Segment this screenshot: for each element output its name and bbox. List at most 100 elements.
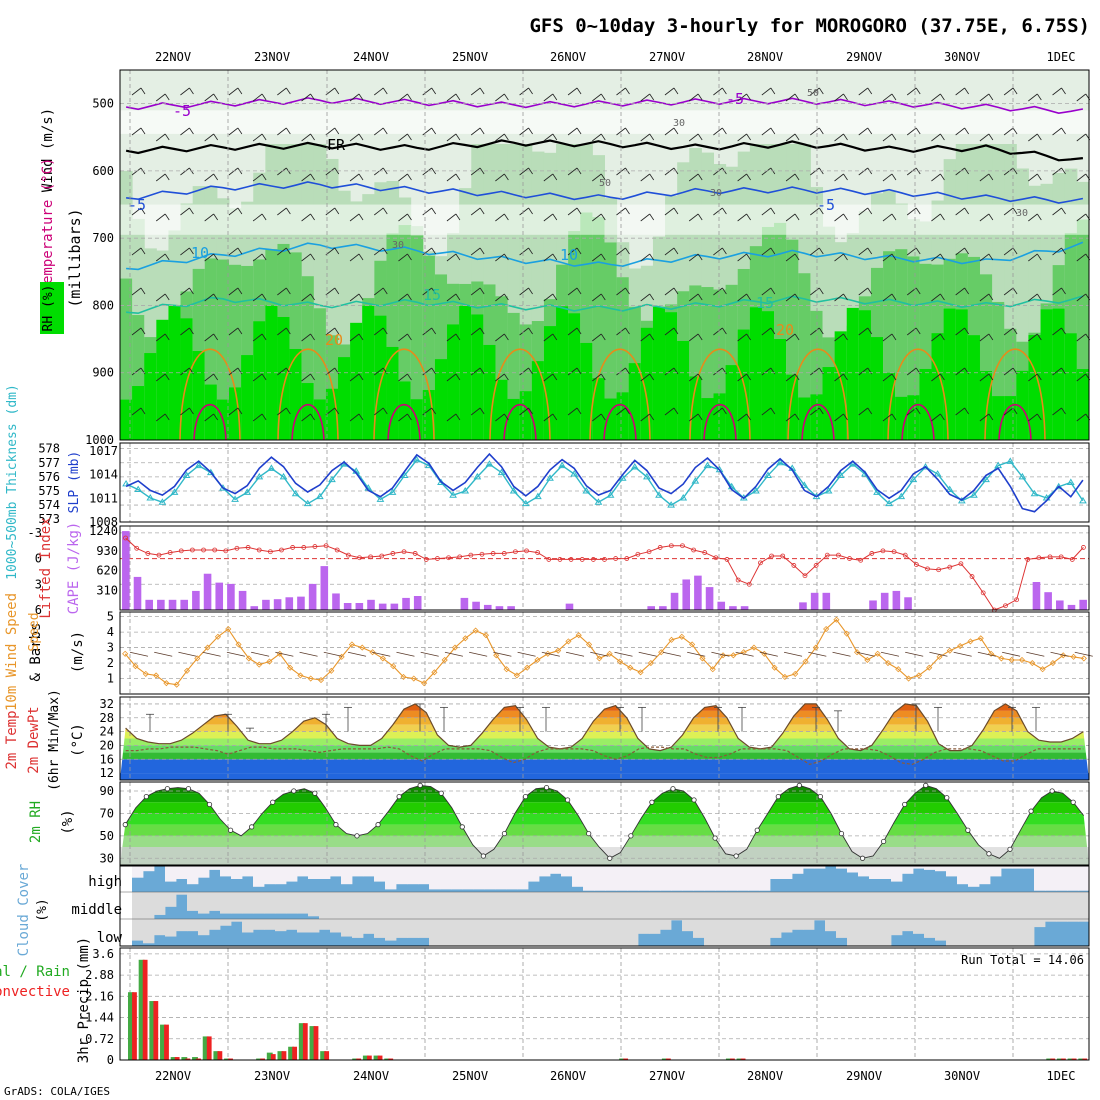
cape-bar — [1067, 604, 1076, 610]
y-tick-label: 1000 — [85, 433, 114, 447]
wind-barb-flag — [915, 87, 921, 95]
cloud-bar-low — [968, 919, 980, 946]
wind-barb — [495, 413, 505, 422]
contour-label: 30 — [1016, 208, 1028, 219]
wind-barb-flag — [382, 287, 388, 295]
surface-wind-barb — [783, 651, 803, 657]
contour-label: 20 — [325, 331, 343, 349]
wind-barb-flag — [1036, 333, 1042, 341]
cloud-bar-middle — [660, 892, 672, 919]
cloud-bar-high — [231, 866, 243, 879]
temp-line — [125, 703, 1084, 752]
cloud-bar-middle — [154, 892, 166, 915]
wind-barb-flag — [213, 253, 219, 261]
cape-bar — [659, 606, 667, 610]
wind-speed-marker — [204, 644, 211, 651]
wind-barb — [1076, 333, 1087, 342]
rh-band-dark — [519, 391, 533, 440]
wind-speed-marker — [730, 652, 737, 659]
thickness-marker — [231, 495, 239, 502]
wind-barb — [543, 373, 554, 382]
rh-band-dark — [265, 305, 278, 440]
cloud-bar-high — [286, 866, 298, 882]
lifted-index-marker — [1069, 557, 1075, 562]
surface-wind-barb — [662, 651, 682, 657]
rh-band-dark — [229, 387, 242, 440]
wind-barb — [349, 213, 360, 222]
cloud-bar-low — [792, 919, 804, 930]
lifted-index-marker — [401, 549, 407, 555]
surface-wind-barb — [541, 651, 560, 657]
precip-total-bar — [725, 1058, 732, 1060]
cloud-bar-middle — [187, 892, 199, 911]
rh-band-dark — [422, 390, 436, 440]
bottom-date-label: 23NOV — [254, 1069, 290, 1083]
wind-barb-flag — [722, 247, 727, 255]
wind-barb-axis-label: & Barbs — [28, 622, 44, 681]
cloud-bar-low — [682, 919, 694, 932]
rh-marker — [291, 788, 297, 794]
cloud-bar-low — [1045, 919, 1057, 922]
wind-barb-flag — [770, 327, 776, 335]
thickness-marker — [194, 461, 203, 469]
wind-barb-flag — [673, 87, 679, 95]
wind-barb-flag — [358, 93, 364, 101]
y-tick-label: 800 — [92, 298, 114, 312]
surface-wind-barb — [347, 651, 367, 657]
wind-barb — [543, 413, 554, 422]
thickness-marker — [933, 470, 942, 477]
wind-barb-flag — [528, 207, 533, 215]
cloud-bar-high — [176, 866, 188, 879]
rh-band-dark — [1016, 370, 1029, 440]
cape-bar — [157, 599, 165, 610]
wind-barb-flag — [867, 247, 873, 255]
wind-barb — [446, 373, 457, 382]
wind-barb — [882, 133, 893, 142]
wind-barb-flag — [940, 253, 945, 261]
wind-barb — [737, 213, 747, 222]
precip-total-bar — [373, 1055, 380, 1060]
wind-barb-flag — [455, 253, 461, 261]
wind-barb — [252, 133, 263, 142]
y-tick-label: 30 — [100, 851, 114, 865]
wind-barb-flag — [746, 373, 751, 381]
wind-barb — [882, 373, 893, 382]
thickness-marker — [206, 468, 215, 476]
wind-barb-flag — [697, 413, 703, 421]
wind-barb — [810, 367, 820, 376]
rh-band-dark — [616, 392, 630, 440]
wind-barb — [228, 327, 239, 336]
wind-barb-flag — [673, 247, 679, 255]
cloud-bar-middle — [671, 892, 683, 919]
wind-barb-flag — [600, 133, 606, 141]
wind-speed-marker — [153, 672, 160, 679]
wind-barb — [834, 293, 844, 302]
cape-bar — [238, 590, 247, 610]
cloud-bar-middle — [1067, 892, 1079, 919]
cloud-bar-high — [385, 866, 397, 890]
wind-speed-marker — [173, 681, 180, 688]
surface-wind-barb — [226, 651, 245, 657]
dewpoint-line — [125, 746, 1084, 766]
precip-total-bar — [181, 1057, 188, 1060]
wind-barb-flag — [625, 287, 630, 295]
cloud-bar-high — [429, 866, 441, 890]
surface-wind-barb — [759, 651, 778, 657]
thickness-marker — [279, 472, 288, 480]
cape-bar — [460, 597, 469, 610]
wind-barb — [1028, 213, 1038, 222]
top-date-label: 30NOV — [944, 50, 980, 64]
lifted-index-marker — [1003, 603, 1008, 609]
wind-barb — [737, 253, 747, 262]
y-tick-label: 573 — [38, 512, 60, 526]
wind-barb — [713, 207, 723, 216]
wind-barb-flag — [649, 293, 655, 301]
lifted-index-marker — [189, 547, 195, 553]
rh-marker — [522, 793, 529, 800]
cloud-bar-high — [528, 866, 540, 882]
cloud-bar-low — [638, 919, 650, 934]
precip-total-bar — [288, 1046, 295, 1060]
wind-barb — [616, 127, 626, 136]
lifted-index-marker — [334, 547, 340, 553]
cloud-bar-middle — [935, 892, 947, 919]
